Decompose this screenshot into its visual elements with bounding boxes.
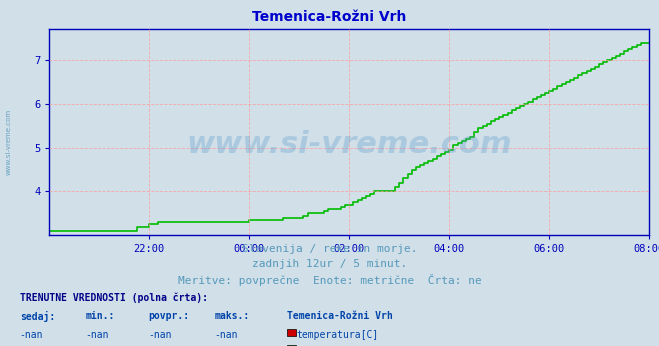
Text: -nan: -nan (148, 330, 172, 340)
Text: -nan: -nan (86, 330, 109, 340)
Text: temperatura[C]: temperatura[C] (297, 330, 379, 340)
Text: TRENUTNE VREDNOSTI (polna črta):: TRENUTNE VREDNOSTI (polna črta): (20, 292, 208, 303)
Text: zadnjih 12ur / 5 minut.: zadnjih 12ur / 5 minut. (252, 259, 407, 269)
Text: Temenica-Rožni Vrh: Temenica-Rožni Vrh (287, 311, 392, 321)
Text: www.si-vreme.com: www.si-vreme.com (5, 109, 11, 175)
Text: Slovenija / reke in morje.: Slovenija / reke in morje. (242, 244, 417, 254)
Text: Meritve: povprečne  Enote: metrične  Črta: ne: Meritve: povprečne Enote: metrične Črta:… (178, 274, 481, 286)
Text: povpr.:: povpr.: (148, 311, 189, 321)
Text: maks.:: maks.: (214, 311, 249, 321)
Text: sedaj:: sedaj: (20, 311, 55, 322)
Text: Temenica-Rožni Vrh: Temenica-Rožni Vrh (252, 10, 407, 24)
Text: -nan: -nan (214, 330, 238, 340)
Text: www.si-vreme.com: www.si-vreme.com (186, 130, 512, 159)
Text: -nan: -nan (20, 330, 43, 340)
Text: min.:: min.: (86, 311, 115, 321)
